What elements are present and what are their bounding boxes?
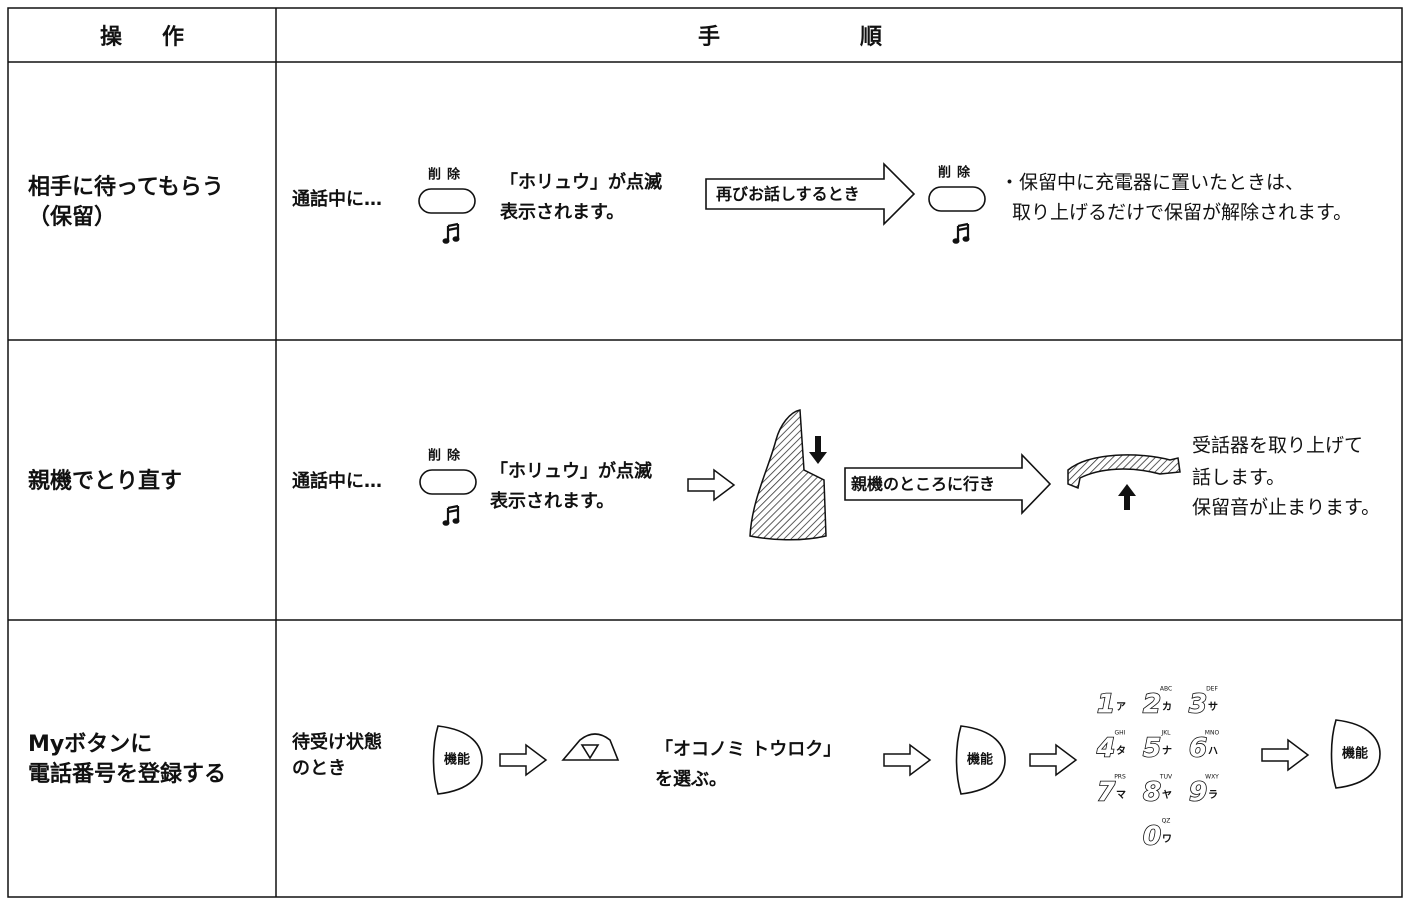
- step-result: 「ホリュウ」が点滅: [500, 171, 662, 193]
- header-procedure: 手順: [698, 25, 1022, 50]
- key-letters: TUV: [1159, 774, 1173, 781]
- handset-illustration: [1067, 454, 1181, 490]
- operation: Myボタンに: [28, 732, 152, 757]
- key-number: 3: [1189, 690, 1207, 720]
- operation: 電話番号を登録する: [28, 761, 226, 787]
- arrow: [844, 453, 1052, 515]
- operation: （保留）: [28, 204, 116, 230]
- button-label: 削除: [428, 167, 466, 183]
- select-button: [561, 733, 620, 761]
- step-result: 「ホリュウ」が点滅: [490, 460, 652, 482]
- step-lead: のとき: [292, 758, 346, 779]
- arrow: [1261, 739, 1309, 771]
- keypad: 1 ア 2 カ ABC 3 サ DEF 4 タ GHI 5 ナ JKL 6 ハ MNO 7 マ PRS 8 ヤ TUV 9 ラ W…: [1095, 686, 1220, 853]
- key-number: 8: [1143, 778, 1161, 808]
- arrow: [499, 744, 547, 776]
- key-kana: マ: [1116, 790, 1126, 801]
- key-number: 6: [1189, 734, 1207, 764]
- step-result: 表示されます。: [500, 201, 624, 223]
- tone-icon: [441, 504, 461, 527]
- tone-icon: [951, 222, 971, 245]
- key-number: 9: [1189, 778, 1207, 808]
- step-result: 「オコノミ トウロク」: [655, 738, 841, 760]
- button-label: 削除: [938, 165, 976, 181]
- key-number: 0: [1143, 822, 1161, 852]
- button-label: 削除: [428, 448, 466, 464]
- key-letters: QZ: [1162, 818, 1171, 825]
- button-label: 機能: [1342, 746, 1368, 762]
- key-kana: ア: [1116, 701, 1126, 713]
- key-kana: カ: [1162, 701, 1172, 713]
- tone-icon: [441, 222, 461, 245]
- operation: 親機でとり直す: [28, 468, 182, 494]
- note: 保留音が止まります。: [1192, 497, 1380, 519]
- up-arrow: [1118, 484, 1136, 510]
- key-number: 7: [1097, 778, 1116, 808]
- step-lead: 通話中に…: [292, 188, 382, 210]
- button-label: 機能: [967, 752, 993, 768]
- step-lead: 通話中に…: [292, 470, 382, 492]
- arrow-label: 再びお話しするとき: [716, 185, 860, 204]
- header-operation: 操作: [100, 25, 224, 50]
- down-triangle: [580, 744, 600, 760]
- key-number: 4: [1096, 734, 1115, 764]
- key-kana: ヤ: [1162, 789, 1172, 801]
- button: [418, 188, 476, 214]
- note: ・保留中に充電器に置いたときは、: [1000, 172, 1304, 194]
- key-kana: ワ: [1162, 833, 1172, 845]
- note: 取り上げるだけで保留が解除されます。: [1012, 202, 1352, 224]
- key-number: 5: [1143, 734, 1161, 764]
- arrow: [705, 162, 916, 226]
- key-letters: WXY: [1205, 774, 1219, 781]
- key-letters: PRS: [1114, 774, 1126, 781]
- key-kana: タ: [1116, 745, 1126, 757]
- arrow: [883, 744, 931, 776]
- step-lead: 待受け状態: [292, 731, 382, 753]
- step-result: を選ぶ。: [655, 769, 727, 790]
- table-frame: [7, 7, 1403, 898]
- note: 受話器を取り上げて: [1192, 435, 1363, 457]
- key-letters: DEF: [1206, 686, 1218, 693]
- button-label: 機能: [444, 752, 470, 768]
- step-result: 表示されます。: [490, 490, 614, 512]
- key-number: 1: [1097, 690, 1115, 720]
- button: [928, 186, 986, 212]
- key-kana: サ: [1208, 701, 1218, 713]
- key-letters: MNO: [1205, 730, 1220, 737]
- arrow: [1029, 744, 1077, 776]
- key-number: 2: [1143, 690, 1161, 720]
- button: [419, 469, 477, 495]
- key-letters: ABC: [1160, 686, 1172, 693]
- arrow-label: 親機のところに行き: [851, 475, 995, 494]
- arrow: [687, 469, 735, 501]
- key-kana: ラ: [1208, 789, 1218, 801]
- key-kana: ハ: [1208, 746, 1218, 757]
- key-letters: GHI: [1115, 730, 1126, 737]
- note: 話します。: [1192, 467, 1285, 489]
- key-letters: JKL: [1160, 730, 1171, 737]
- key-kana: ナ: [1162, 745, 1172, 757]
- base-unit-illustration: [749, 409, 827, 541]
- operation: 相手に待ってもらう: [28, 174, 224, 200]
- down-arrow: [809, 436, 827, 464]
